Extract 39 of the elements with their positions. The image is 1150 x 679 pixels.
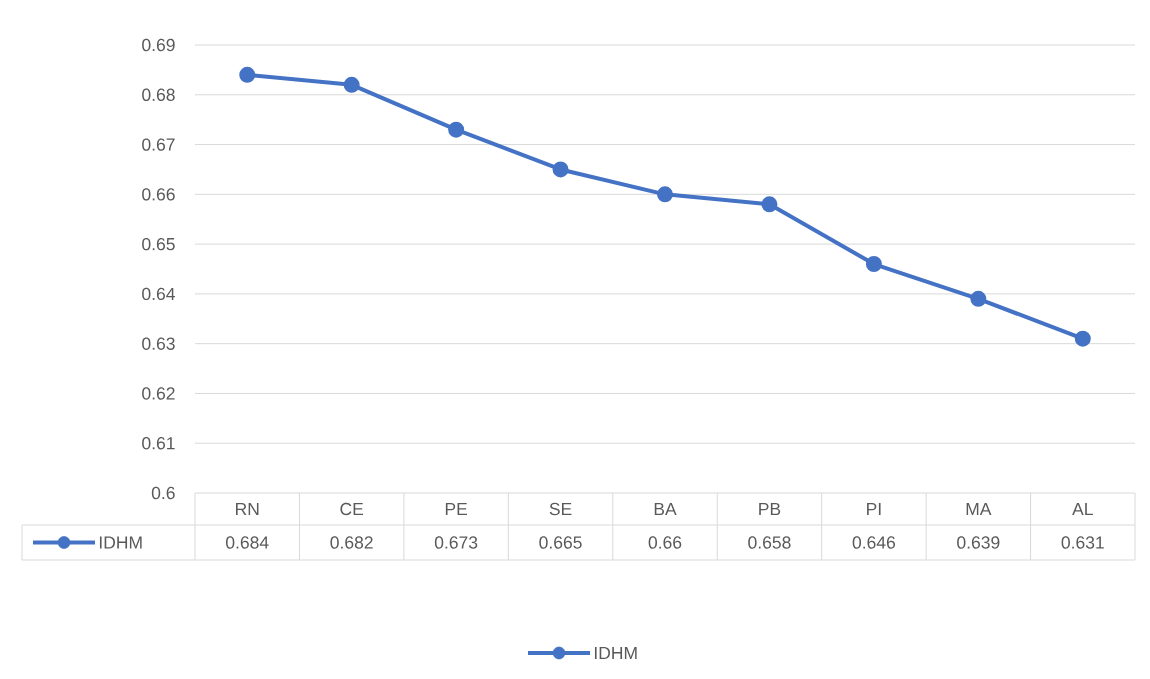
y-tick-label: 0.64 [142, 287, 175, 301]
y-tick-label: 0.69 [142, 38, 175, 52]
point [448, 121, 465, 138]
y-tick-label: 0.68 [142, 88, 175, 101]
point [552, 161, 569, 178]
y-tick-label: 0.62 [142, 387, 175, 400]
point [239, 66, 256, 83]
text: IDHM [594, 647, 637, 660]
data-label: 0.658 [748, 536, 791, 549]
data-label: 0.639 [957, 536, 1000, 549]
point [761, 196, 778, 213]
y-tick-label: 0.65 [142, 237, 175, 251]
x-tick-label: CE [340, 502, 364, 516]
data-label: 0.682 [330, 536, 373, 549]
legend-label: IDHM [99, 536, 142, 549]
data-label: 0.684 [226, 536, 269, 549]
data-label: 0.66 [648, 536, 682, 549]
x-tick-label: PI [867, 503, 881, 516]
x-tick-label: SE [549, 502, 572, 516]
point [970, 290, 987, 307]
x-tick-label: RN [236, 503, 259, 516]
x-tick-label: PB [759, 503, 781, 516]
point [865, 256, 882, 273]
x-tick-label: MA [966, 503, 992, 516]
data-label: 0.673 [434, 536, 478, 549]
data-label: 0.631 [1061, 536, 1104, 549]
point [343, 76, 360, 93]
y-tick-label: 0.6 [151, 486, 175, 500]
point [657, 186, 673, 203]
data-label: 0.665 [539, 536, 582, 549]
y-tick-label: 0.61 [142, 437, 175, 450]
y-tick-label: 0.63 [142, 337, 175, 350]
y-tick-label: 0.66 [142, 188, 175, 201]
x-tick-label: PE [445, 503, 468, 516]
x-tick-label: AL [1072, 503, 1093, 516]
x-tick-label: BA [654, 503, 677, 516]
y-tick-label: 0.67 [142, 138, 175, 151]
data-label: 0.646 [852, 536, 896, 549]
point [1074, 330, 1091, 347]
